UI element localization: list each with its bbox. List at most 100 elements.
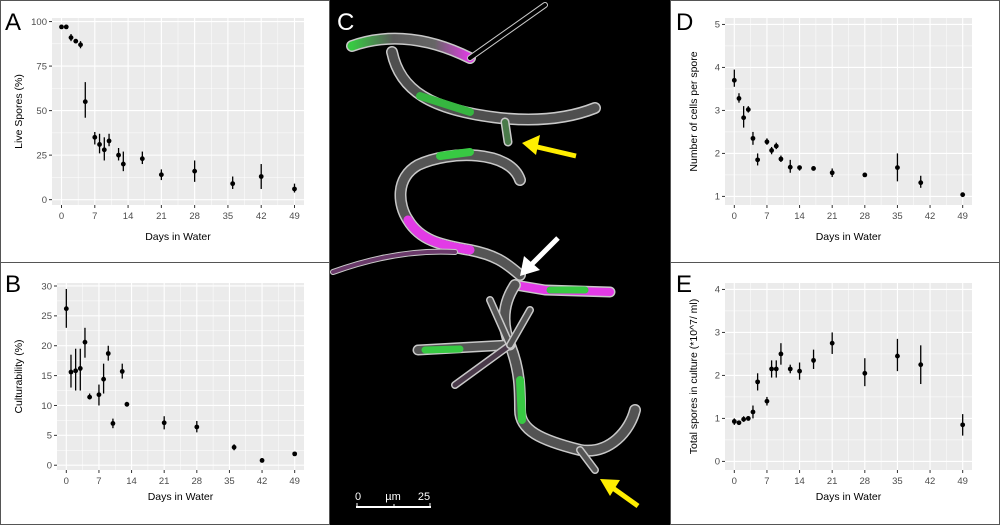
chart-d-data-point xyxy=(811,166,816,171)
panel-a-letter: A xyxy=(5,9,21,36)
chart-a-y-tick-label: 75 xyxy=(36,61,47,72)
panel-c-letter: C xyxy=(337,9,354,36)
chart-e-data-point xyxy=(787,366,793,372)
chart-b-x-tick-label: 21 xyxy=(159,476,170,487)
chart-e-y-tick-label: 2 xyxy=(715,371,720,382)
chart-e-data-point xyxy=(750,409,756,415)
chart-a-data-point xyxy=(97,142,102,147)
chart-d-x-tick-label: 35 xyxy=(892,211,903,222)
chart-e-data-point xyxy=(731,419,737,424)
scale-bar-end: 25 xyxy=(418,491,430,503)
chart-e-y-tick-label: 1 xyxy=(715,414,720,425)
chart-a-x-tick-label: 0 xyxy=(59,211,64,222)
panel-d-letter: D xyxy=(676,9,693,36)
chart-e-y-tick-label: 3 xyxy=(715,328,720,339)
chart-b-data-point xyxy=(96,392,102,398)
chart-d-data-point xyxy=(918,180,924,186)
scale-bar: 0 µm 25 xyxy=(355,491,431,508)
chart-d-x-tick-label: 42 xyxy=(925,211,936,222)
chart-b-data-point xyxy=(105,351,111,356)
chart-a-data-point xyxy=(78,42,83,48)
chart-a-data-point xyxy=(292,186,297,192)
chart-b-data-point xyxy=(68,369,74,375)
chart-e-data-point xyxy=(811,357,816,363)
chart-d-data-point xyxy=(736,95,742,101)
panel-e-letter: E xyxy=(676,271,692,298)
chart-a-data-point xyxy=(59,24,64,30)
yellow-arrow-bottom xyxy=(600,479,640,509)
chart-b-y-tick-label: 25 xyxy=(41,311,52,322)
chart-a-x-tick-label: 49 xyxy=(289,211,300,222)
chart-d-data-point xyxy=(741,115,747,121)
chart-d-x-tick-label: 7 xyxy=(764,211,769,222)
chart-e-y-axis-label: Total spores in culture (*10^7/ ml) xyxy=(688,299,700,455)
chart-d-data-point xyxy=(750,135,756,141)
chart-a-y-tick-label: 0 xyxy=(42,195,47,206)
chart-e-data-point xyxy=(769,366,775,372)
chart-b-data-point xyxy=(101,376,107,382)
chart-a-data-point xyxy=(92,134,98,140)
chart-b-data-point xyxy=(77,366,83,371)
chart-e-y-tick-label: 4 xyxy=(715,285,720,296)
chart-b-y-tick-label: 30 xyxy=(41,281,52,292)
panel-d-plot: 0 7 14 21 28 35 42 49 1 2 3 4 5 Days in Water Number o… xyxy=(688,18,972,243)
chart-d-data-point xyxy=(829,170,835,176)
chart-a-data-point xyxy=(63,24,69,30)
chart-b-x-tick-label: 0 xyxy=(64,476,69,487)
chart-e-data-point xyxy=(755,379,761,385)
chart-a-x-tick-label: 35 xyxy=(223,211,234,222)
chart-b-x-tick-label: 42 xyxy=(257,476,268,487)
chart-a-data-point xyxy=(73,38,79,44)
chart-b-data-point xyxy=(110,420,116,426)
chart-b-data-point xyxy=(231,444,237,450)
hyphae xyxy=(330,2,641,474)
chart-a-x-tick-label: 7 xyxy=(92,211,97,222)
chart-d-x-tick-label: 28 xyxy=(860,211,871,222)
chart-a-y-tick-label: 50 xyxy=(36,106,47,117)
chart-e-data-point xyxy=(778,351,784,357)
chart-d-y-axis-label: Number of cells per spore xyxy=(688,51,700,171)
yellow-arrow-top xyxy=(522,135,577,159)
chart-a-x-tick-label: 28 xyxy=(189,211,200,222)
panel-e-plot: 0 7 14 21 28 35 42 49 0 1 2 3 4 Days in Water Total sp… xyxy=(688,283,972,503)
chart-d-data-point xyxy=(895,165,900,171)
chart-b-data-point xyxy=(124,401,130,407)
chart-e-data-point xyxy=(895,353,900,359)
chart-e-x-axis-label: Days in Water xyxy=(816,491,882,503)
chart-a-x-tick-label: 42 xyxy=(256,211,267,222)
chart-d-y-tick-label: 1 xyxy=(715,192,720,203)
chart-d-y-tick-label: 4 xyxy=(715,63,720,74)
chart-b-x-tick-label: 35 xyxy=(224,476,235,487)
chart-a-data-point xyxy=(120,161,126,167)
chart-e-x-tick-label: 21 xyxy=(827,476,838,487)
chart-d-data-point xyxy=(731,77,737,83)
white-arrow xyxy=(520,236,560,276)
chart-a-y-tick-label: 100 xyxy=(31,17,47,28)
chart-e-data-point xyxy=(741,416,747,422)
chart-a-x-tick-label: 21 xyxy=(156,211,167,222)
chart-e-data-point xyxy=(797,368,802,374)
chart-b-x-tick-label: 49 xyxy=(289,476,300,487)
chart-b-x-tick-label: 28 xyxy=(192,476,203,487)
chart-b-y-tick-label: 10 xyxy=(41,401,52,412)
chart-a-data-point xyxy=(68,35,74,40)
chart-b-y-tick-label: 20 xyxy=(41,341,52,352)
chart-b-data-point xyxy=(73,368,79,374)
chart-d-y-tick-label: 2 xyxy=(715,149,720,160)
chart-a-x-axis-label: Days in Water xyxy=(145,231,211,243)
chart-a-data-point xyxy=(101,147,107,153)
chart-d-data-point xyxy=(787,164,793,170)
chart-e-y-tick-label: 0 xyxy=(715,457,720,468)
chart-e-data-point xyxy=(745,416,751,421)
chart-b-y-tick-label: 5 xyxy=(47,431,52,442)
panel-e-total-spores-chart: E 0 7 14 21 28 35 42 49 0 1 2 3 4 Days in Water Total … xyxy=(676,271,972,503)
chart-b-y-tick-label: 15 xyxy=(41,371,52,382)
chart-d-data-point xyxy=(862,172,868,178)
chart-b-x-tick-label: 14 xyxy=(126,476,137,487)
chart-e-x-tick-label: 28 xyxy=(860,476,871,487)
panel-d-cells-per-spore-chart: D 0 7 14 21 28 35 42 49 1 2 3 4 5 Days in Water Number… xyxy=(676,9,972,243)
chart-d-x-axis-label: Days in Water xyxy=(816,231,882,243)
chart-e-x-tick-label: 14 xyxy=(794,476,805,487)
panel-c-micrograph: C 0 µm 25 xyxy=(330,0,670,525)
